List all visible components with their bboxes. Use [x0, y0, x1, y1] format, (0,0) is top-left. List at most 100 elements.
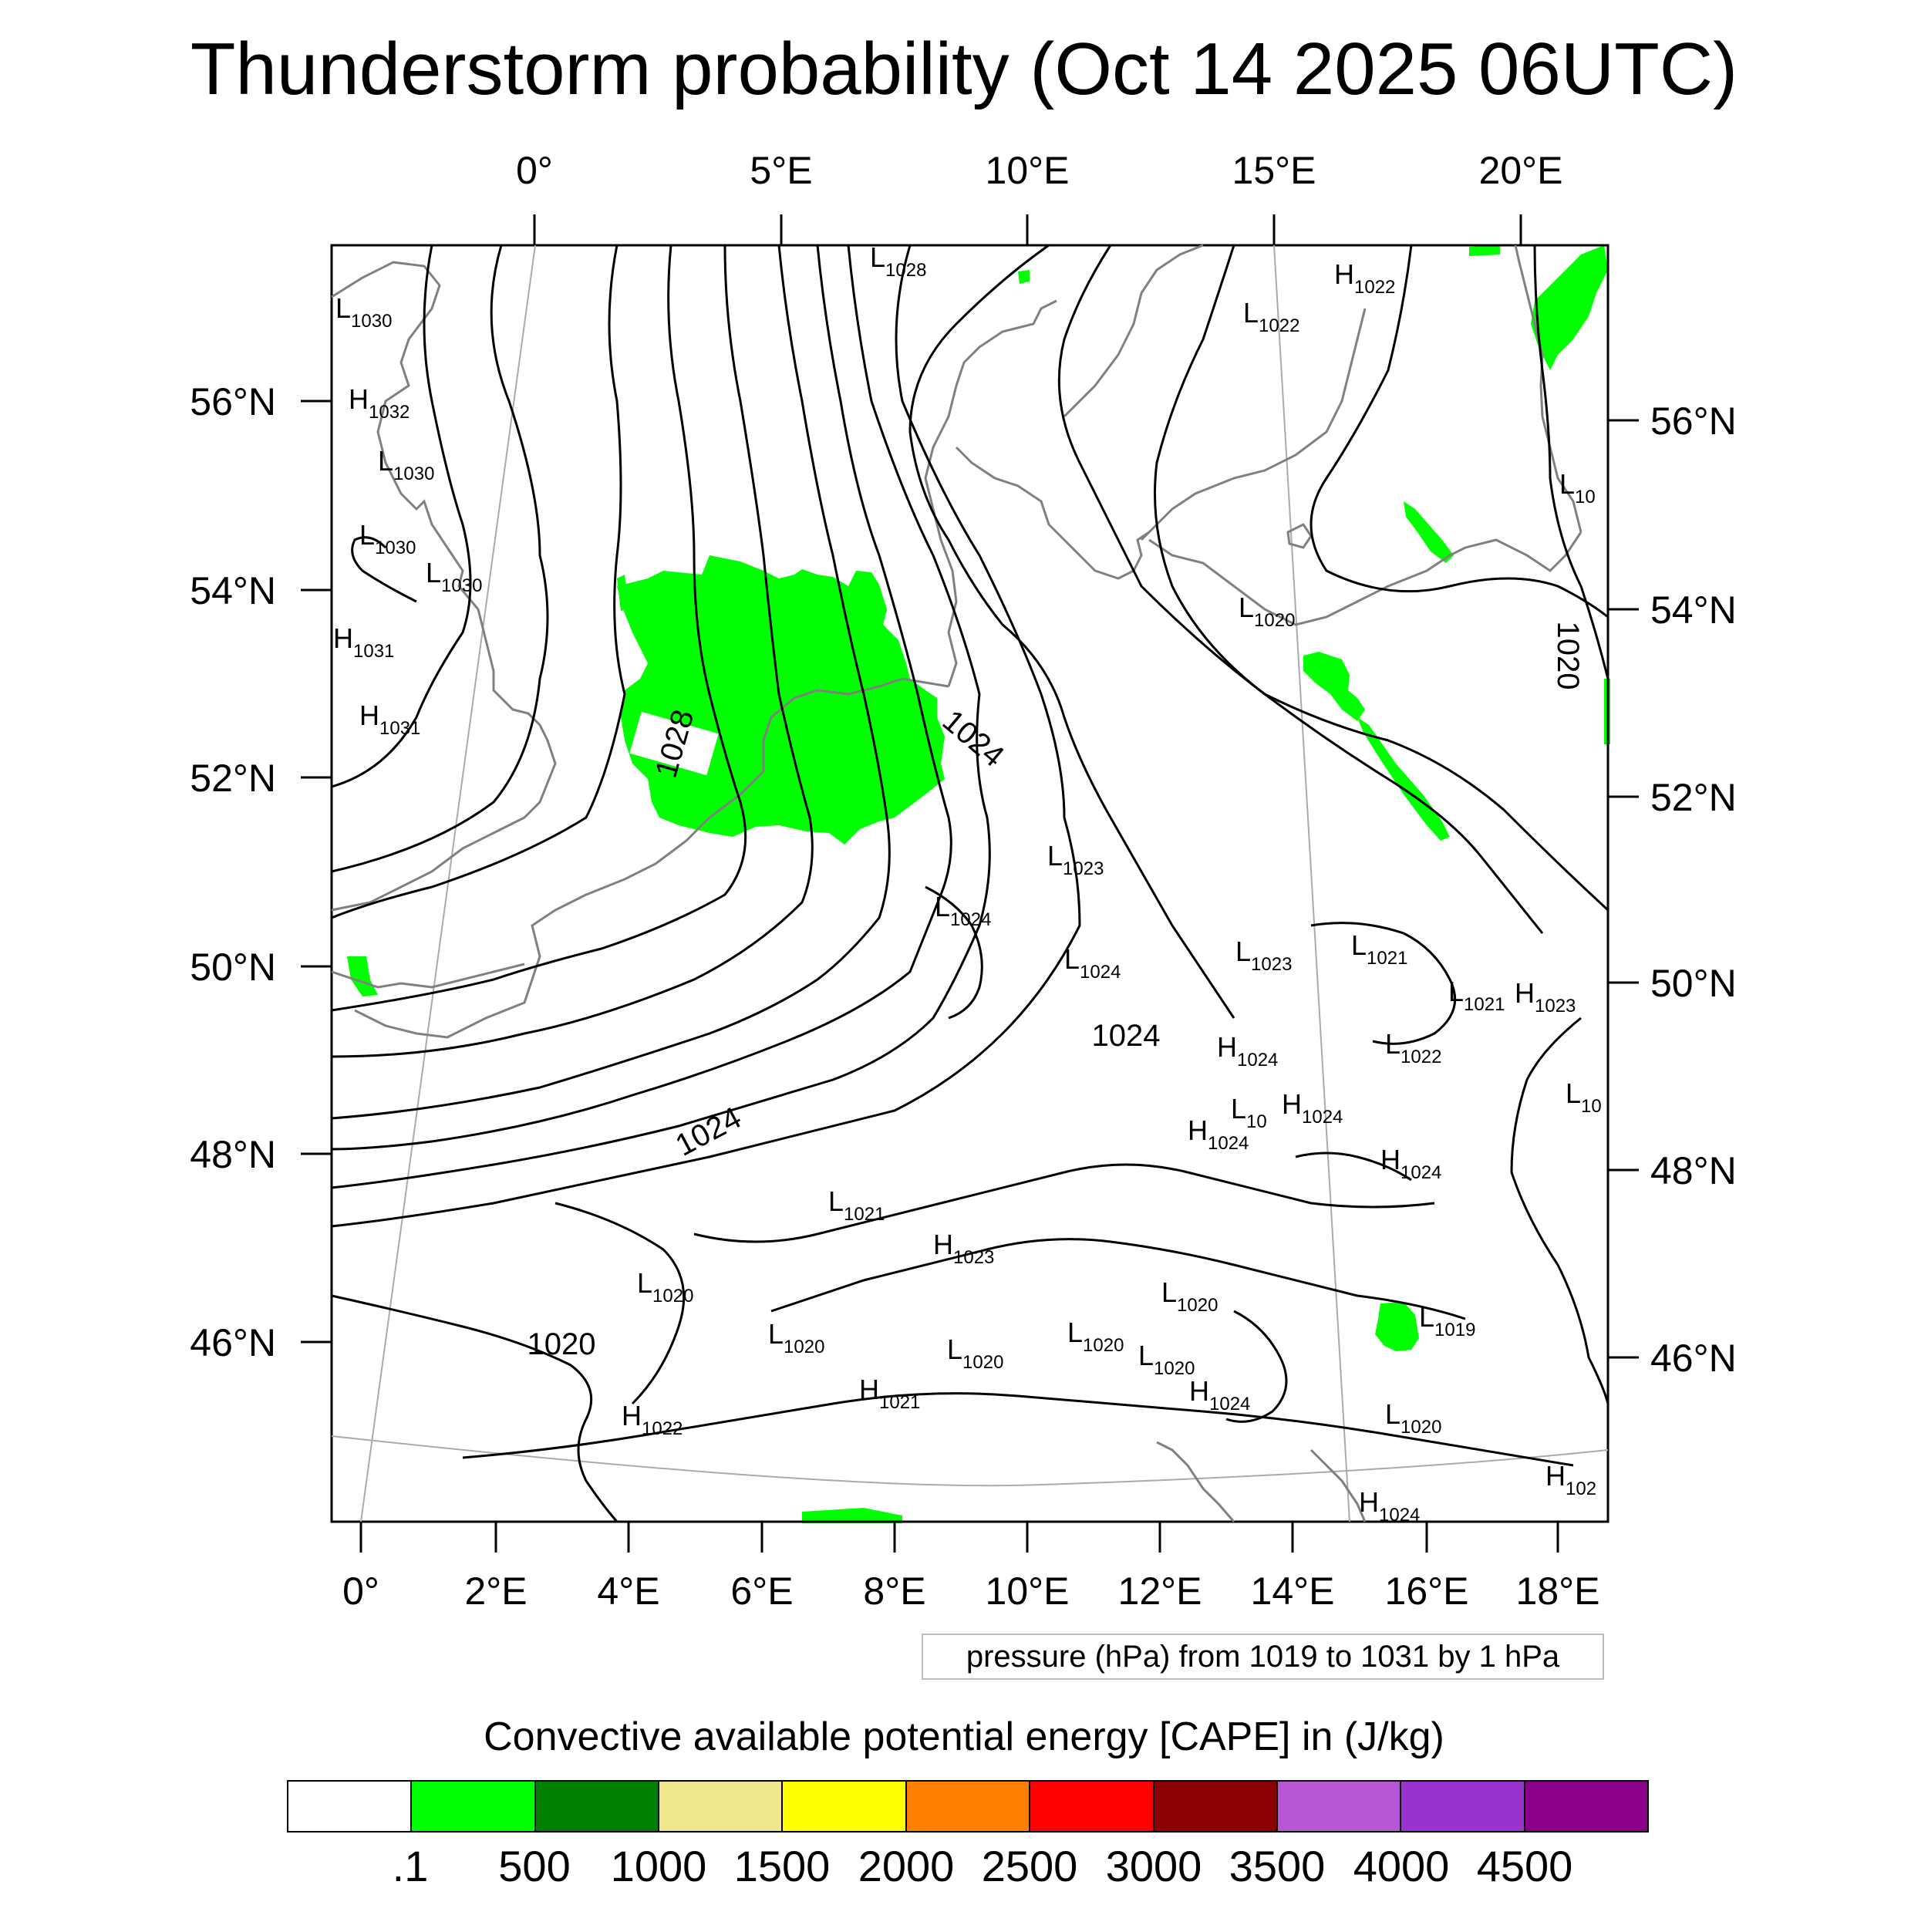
contour-label-1020-a: 1020	[1551, 622, 1585, 690]
cape-region-baltic-1	[1404, 501, 1454, 563]
left-lat-label: 52°N	[190, 757, 276, 800]
bottom-lon-label: 2°E	[464, 1570, 527, 1613]
colorbar-box	[1030, 1782, 1154, 1831]
pressure-center: L1030	[359, 519, 416, 558]
pressure-center: L1022	[1385, 1028, 1441, 1067]
pressure-centers: L1030 H1032 L1030 L1030 L1030 H1031 H103…	[333, 241, 1602, 1526]
pressure-center: H1023	[933, 1229, 994, 1268]
colorbar-box	[288, 1782, 413, 1831]
bottom-lon-label: 14°E	[1251, 1570, 1335, 1613]
top-lon-label: 0°	[516, 149, 553, 192]
pressure-center: L1020	[1239, 592, 1295, 631]
pressure-center: L10	[1559, 468, 1596, 507]
pressure-center: L10	[1231, 1093, 1267, 1132]
colorbar-box	[1401, 1782, 1525, 1831]
coast-france-north	[354, 839, 687, 1039]
bottom-lon-label: 18°E	[1516, 1570, 1600, 1613]
left-lat-label: 54°N	[190, 569, 276, 612]
pressure-center: L1020	[637, 1267, 693, 1307]
colorbar	[287, 1780, 1649, 1833]
axis-labels: 0° 5°E 10°E 15°E 20°E 0° 2°E 4°E 6°E 8°E…	[342, 149, 1599, 1613]
bottom-lon-label: 6°E	[730, 1570, 793, 1613]
isobar-3	[331, 244, 626, 919]
colorbar-box	[535, 1782, 660, 1831]
colorbar-box	[783, 1782, 907, 1831]
coast-poland-baltic	[1148, 531, 1583, 626]
axis-ticks	[301, 214, 1639, 1553]
cape-region-baltic-3	[1357, 717, 1450, 841]
pressure-center: H1024	[1282, 1088, 1343, 1128]
pressure-center: L1023	[1047, 840, 1104, 879]
pressure-center: H1031	[333, 622, 394, 662]
pressure-center: L1020	[1138, 1340, 1195, 1379]
top-lon-label: 5°E	[750, 149, 812, 192]
coast-sweden-south	[1140, 308, 1367, 541]
top-lon-label: 10°E	[986, 149, 1070, 192]
contour-label-1024-a: 1024	[936, 703, 1010, 774]
top-lon-label: 15°E	[1232, 149, 1316, 192]
isobar-6	[331, 244, 891, 1120]
left-lat-label: 50°N	[190, 946, 276, 989]
pressure-center: H102	[1545, 1460, 1596, 1499]
bottom-lon-label: 4°E	[597, 1570, 659, 1613]
bottom-lon-label: 12°E	[1118, 1570, 1202, 1613]
graticule-parallel-45	[331, 1435, 1609, 1487]
contour-label-box-1028	[629, 711, 719, 776]
pressure-center: L1020	[1067, 1317, 1124, 1356]
pressure-center: H1024	[1188, 1114, 1249, 1154]
pressure-center: L1021	[828, 1185, 885, 1225]
pressure-center: L1028	[870, 241, 926, 281]
pressure-center: H1024	[1189, 1375, 1250, 1414]
isobar-18	[770, 1238, 1466, 1320]
right-lat-labels: 56°N 54°N 52°N 50°N 48°N 46°N	[1650, 400, 1737, 1380]
cape-region-hungary	[1375, 1302, 1419, 1351]
isobar-1	[331, 244, 472, 788]
bottom-lon-label: 8°E	[863, 1570, 925, 1613]
bottom-lon-label: 16°E	[1385, 1570, 1469, 1613]
pressure-center: H1024	[1359, 1486, 1420, 1526]
isobar-13	[1309, 244, 1609, 619]
isobar-10	[908, 244, 1235, 1019]
right-lat-label: 52°N	[1650, 776, 1737, 819]
isobar-14	[1533, 244, 1609, 679]
colorbar-labels: .1 500 1000 1500 2000 2500 3000 3500 400…	[287, 1839, 1649, 1893]
right-lat-label: 46°N	[1650, 1337, 1737, 1380]
isobar-22	[925, 885, 983, 1020]
pressure-center: L1020	[1161, 1276, 1218, 1316]
graticule-meridian-0	[360, 244, 536, 1522]
pressure-center: L1020	[768, 1318, 824, 1357]
pressure-center: H1032	[349, 383, 410, 423]
pressure-center: L1020	[1385, 1398, 1441, 1438]
colorbar-label: 4500	[1476, 1842, 1573, 1890]
isobar-11	[1057, 244, 1544, 934]
colorbar-label: 1000	[610, 1842, 707, 1890]
right-lat-label: 56°N	[1650, 400, 1737, 443]
left-lat-labels: 56°N 54°N 52°N 50°N 48°N 46°N	[190, 380, 276, 1364]
left-lat-label: 48°N	[190, 1133, 276, 1176]
pressure-center: L1030	[335, 292, 392, 332]
colorbar-box	[412, 1782, 536, 1831]
coast-uk-south	[331, 963, 525, 989]
pressure-center: H1022	[622, 1400, 683, 1439]
map-frame	[330, 244, 1609, 1523]
coast-sweden-west	[1063, 244, 1204, 418]
top-lon-label: 20°E	[1479, 149, 1563, 192]
coast-gotland	[1286, 523, 1313, 549]
pressure-center: H1031	[359, 700, 420, 739]
contour-label-1024-b: 1024	[1092, 1019, 1161, 1053]
isobar-21	[1310, 922, 1457, 1045]
isobar-24	[1225, 1310, 1288, 1423]
colorbar-label: 3000	[1105, 1842, 1202, 1890]
bottom-lon-label: 0°	[342, 1570, 379, 1613]
isobar-8	[331, 244, 991, 1189]
right-lat-label: 48°N	[1650, 1149, 1737, 1192]
cape-region-small-1	[1018, 270, 1030, 284]
coast-netherlands	[685, 677, 949, 842]
isobars	[331, 244, 1609, 1522]
pressure-center: L1023	[1235, 936, 1292, 975]
pressure-range-note: pressure (hPa) from 1019 to 1031 by 1 hP…	[922, 1634, 1604, 1680]
pressure-center: L1030	[378, 445, 434, 484]
coast-denmark	[955, 446, 1150, 580]
isobar-17	[693, 1163, 1435, 1243]
